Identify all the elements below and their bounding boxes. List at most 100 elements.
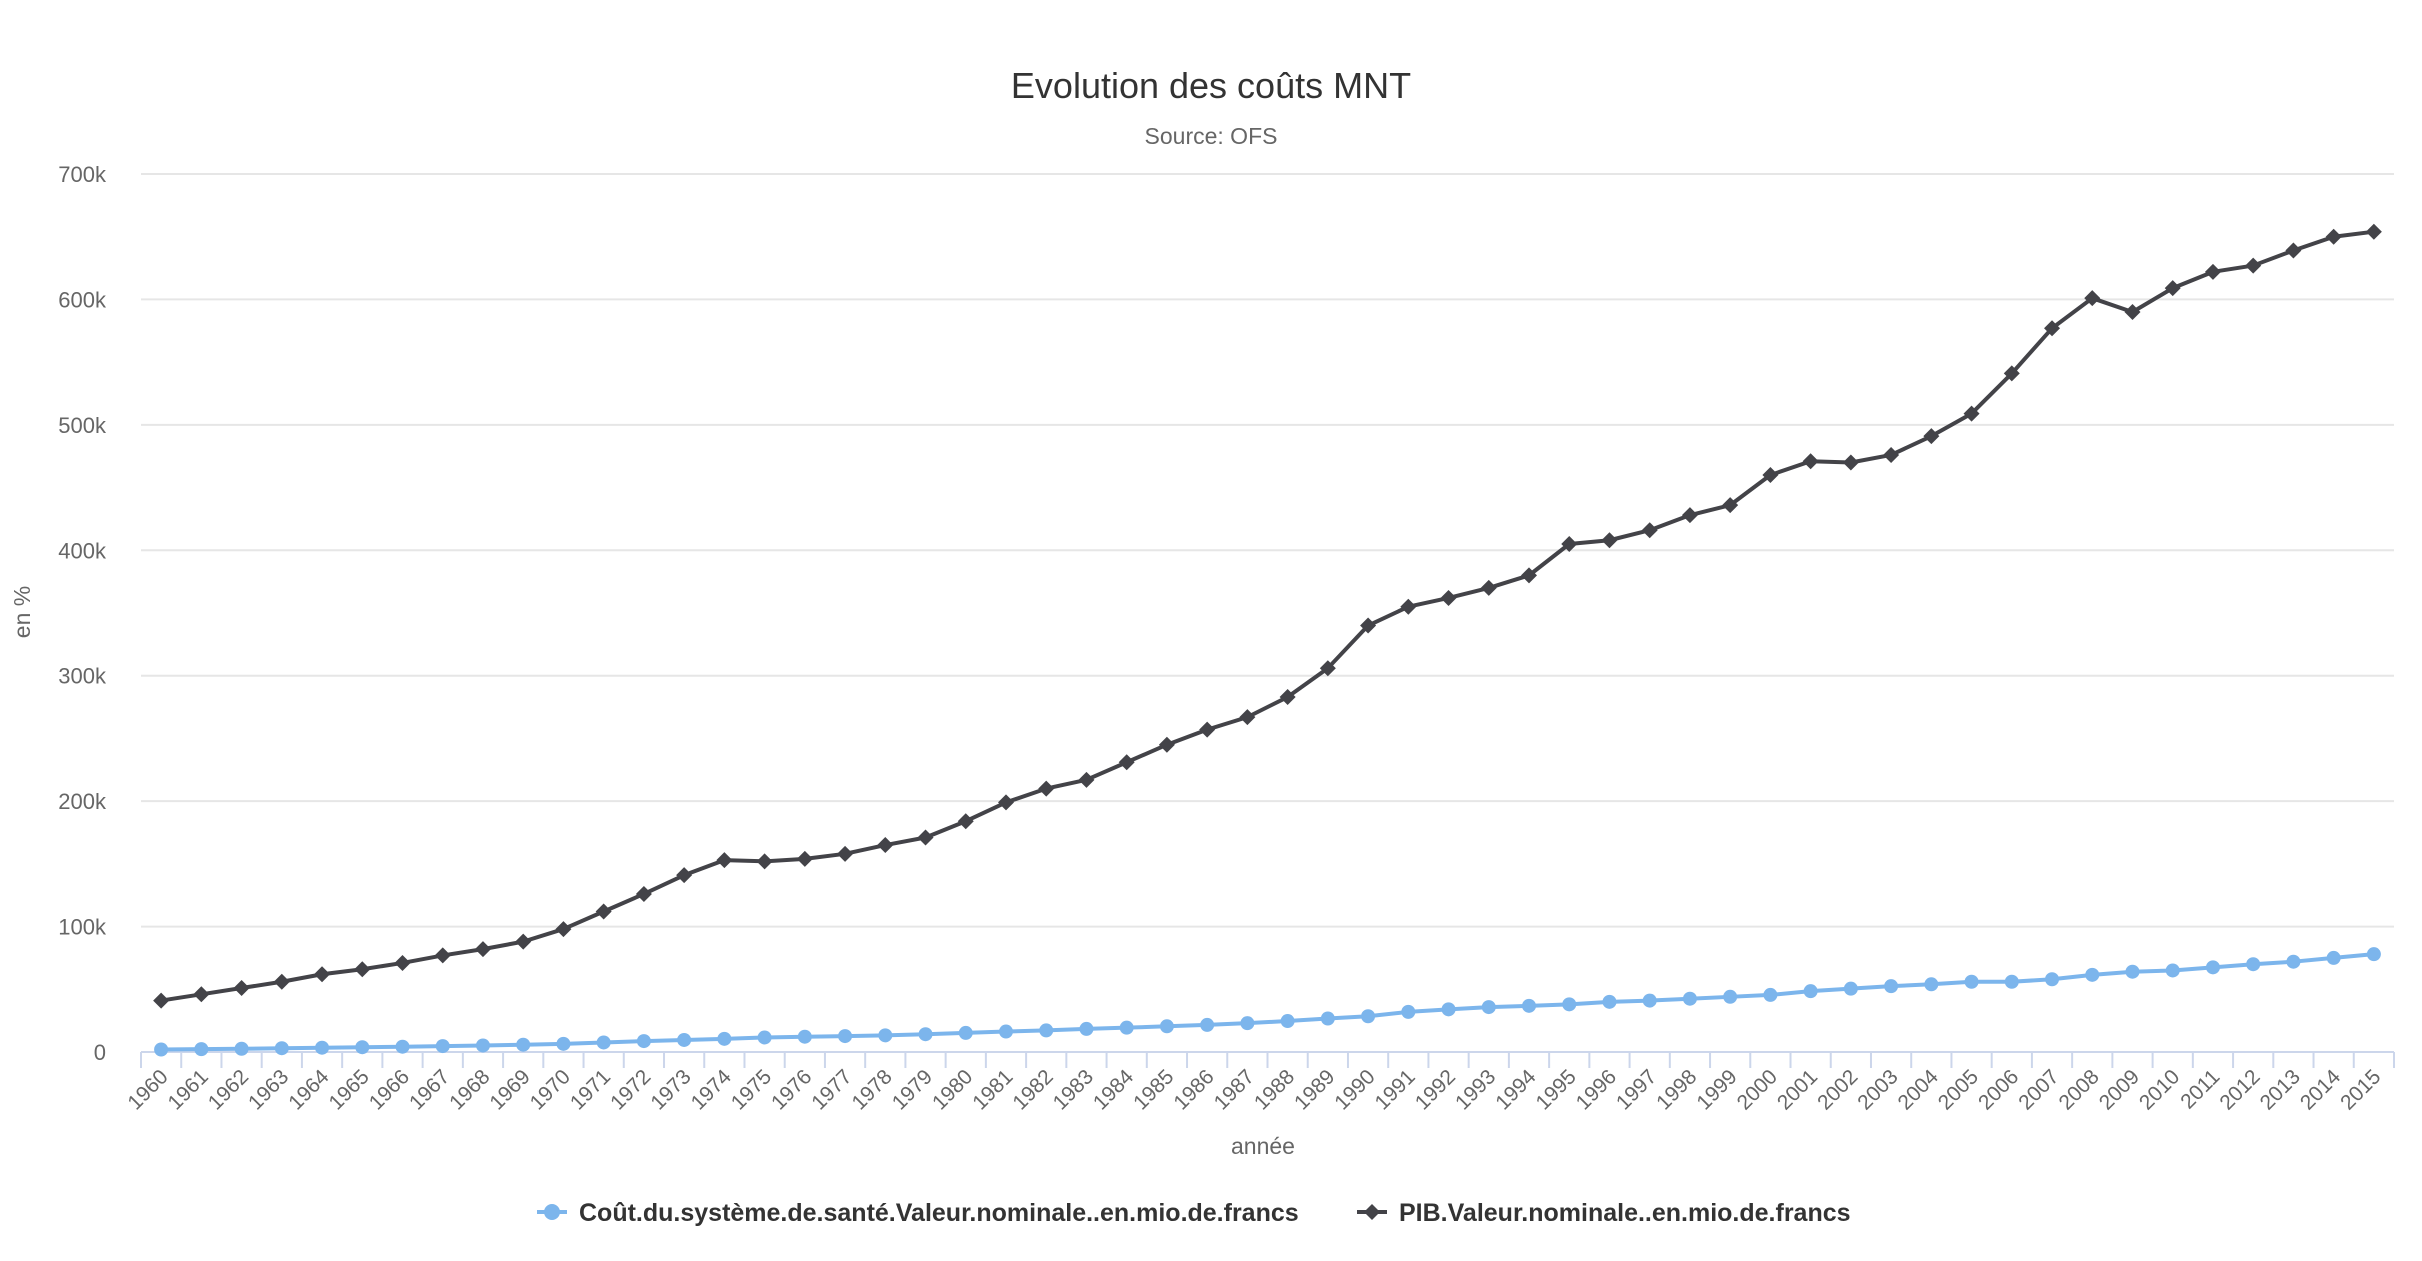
data-point[interactable] bbox=[877, 837, 894, 854]
data-point[interactable] bbox=[1200, 1017, 1215, 1032]
data-point[interactable] bbox=[2125, 964, 2140, 979]
data-point[interactable] bbox=[997, 794, 1014, 811]
data-point[interactable] bbox=[154, 1042, 169, 1057]
data-point[interactable] bbox=[516, 1037, 531, 1052]
data-point[interactable] bbox=[1762, 467, 1779, 484]
data-point[interactable] bbox=[1561, 536, 1578, 553]
data-point[interactable] bbox=[677, 1032, 692, 1047]
data-point[interactable] bbox=[2286, 954, 2301, 969]
data-point[interactable] bbox=[1038, 780, 1055, 797]
data-point[interactable] bbox=[1158, 736, 1175, 753]
data-point[interactable] bbox=[1963, 405, 1980, 422]
data-point[interactable] bbox=[435, 1039, 450, 1054]
data-point[interactable] bbox=[2045, 972, 2060, 987]
data-point[interactable] bbox=[917, 829, 934, 846]
data-point[interactable] bbox=[1521, 567, 1538, 584]
data-point[interactable] bbox=[1883, 446, 1900, 463]
data-point[interactable] bbox=[958, 1025, 973, 1040]
data-point[interactable] bbox=[1079, 1021, 1094, 1036]
data-point[interactable] bbox=[474, 941, 491, 958]
data-point[interactable] bbox=[635, 885, 652, 902]
data-point[interactable] bbox=[1199, 721, 1216, 738]
data-point[interactable] bbox=[1360, 617, 1377, 634]
data-point[interactable] bbox=[2246, 957, 2261, 972]
data-point[interactable] bbox=[193, 986, 210, 1003]
data-point[interactable] bbox=[2124, 303, 2141, 320]
data-point[interactable] bbox=[918, 1027, 933, 1042]
data-point[interactable] bbox=[2204, 263, 2221, 280]
data-point[interactable] bbox=[838, 1029, 853, 1044]
data-point[interactable] bbox=[716, 852, 733, 869]
data-point[interactable] bbox=[1682, 991, 1697, 1006]
data-point[interactable] bbox=[1722, 497, 1739, 514]
data-point[interactable] bbox=[1401, 1004, 1416, 1019]
data-point[interactable] bbox=[395, 1039, 410, 1054]
data-point[interactable] bbox=[2044, 320, 2061, 337]
data-point[interactable] bbox=[1681, 507, 1698, 524]
data-point[interactable] bbox=[515, 933, 532, 950]
data-point[interactable] bbox=[2325, 228, 2342, 245]
data-point[interactable] bbox=[596, 1035, 611, 1050]
legend-item[interactable]: Coût.du.système.de.santé.Valeur.nominale… bbox=[537, 1199, 1299, 1227]
data-point[interactable] bbox=[314, 966, 331, 983]
data-point[interactable] bbox=[434, 947, 451, 964]
data-point[interactable] bbox=[2085, 967, 2100, 982]
data-point[interactable] bbox=[1039, 1023, 1054, 1038]
data-point[interactable] bbox=[1601, 532, 1618, 549]
data-point[interactable] bbox=[1280, 1014, 1295, 1029]
data-point[interactable] bbox=[355, 1040, 370, 1055]
data-point[interactable] bbox=[1320, 1011, 1335, 1026]
data-point[interactable] bbox=[2084, 290, 2101, 307]
data-point[interactable] bbox=[1803, 984, 1818, 999]
data-point[interactable] bbox=[1562, 997, 1577, 1012]
data-point[interactable] bbox=[274, 1041, 289, 1056]
data-point[interactable] bbox=[1642, 993, 1657, 1008]
data-point[interactable] bbox=[1641, 522, 1658, 539]
data-point[interactable] bbox=[1118, 754, 1135, 771]
data-point[interactable] bbox=[475, 1038, 490, 1053]
data-point[interactable] bbox=[1078, 771, 1095, 788]
data-point[interactable] bbox=[233, 980, 250, 997]
data-point[interactable] bbox=[1884, 979, 1899, 994]
data-point[interactable] bbox=[1723, 989, 1738, 1004]
data-point[interactable] bbox=[2164, 280, 2181, 297]
data-point[interactable] bbox=[595, 903, 612, 920]
data-point[interactable] bbox=[1802, 453, 1819, 470]
data-point[interactable] bbox=[1440, 589, 1457, 606]
data-point[interactable] bbox=[878, 1028, 893, 1043]
data-point[interactable] bbox=[394, 954, 411, 971]
data-point[interactable] bbox=[1441, 1002, 1456, 1017]
data-point[interactable] bbox=[2285, 242, 2302, 259]
data-point[interactable] bbox=[1923, 428, 1940, 445]
data-point[interactable] bbox=[1602, 994, 1617, 1009]
data-point[interactable] bbox=[1239, 709, 1256, 726]
data-point[interactable] bbox=[1843, 981, 1858, 996]
data-point[interactable] bbox=[1480, 579, 1497, 596]
data-point[interactable] bbox=[194, 1042, 209, 1057]
data-point[interactable] bbox=[797, 1029, 812, 1044]
data-point[interactable] bbox=[1481, 1000, 1496, 1015]
data-point[interactable] bbox=[1522, 998, 1537, 1013]
data-point[interactable] bbox=[2003, 365, 2020, 382]
data-point[interactable] bbox=[2004, 974, 2019, 989]
data-point[interactable] bbox=[1964, 974, 1979, 989]
data-point[interactable] bbox=[1842, 454, 1859, 471]
data-point[interactable] bbox=[555, 921, 572, 938]
data-point[interactable] bbox=[796, 850, 813, 867]
data-point[interactable] bbox=[1924, 977, 1939, 992]
data-point[interactable] bbox=[837, 845, 854, 862]
data-point[interactable] bbox=[2245, 257, 2262, 274]
data-point[interactable] bbox=[1119, 1020, 1134, 1035]
data-point[interactable] bbox=[2165, 963, 2180, 978]
data-point[interactable] bbox=[957, 813, 974, 830]
data-point[interactable] bbox=[2326, 950, 2341, 965]
data-point[interactable] bbox=[1763, 987, 1778, 1002]
data-point[interactable] bbox=[1400, 598, 1417, 615]
data-point[interactable] bbox=[556, 1036, 571, 1051]
data-point[interactable] bbox=[756, 853, 773, 870]
data-point[interactable] bbox=[273, 973, 290, 990]
data-point[interactable] bbox=[2205, 960, 2220, 975]
data-point[interactable] bbox=[998, 1024, 1013, 1039]
data-point[interactable] bbox=[315, 1040, 330, 1055]
data-point[interactable] bbox=[1361, 1009, 1376, 1024]
